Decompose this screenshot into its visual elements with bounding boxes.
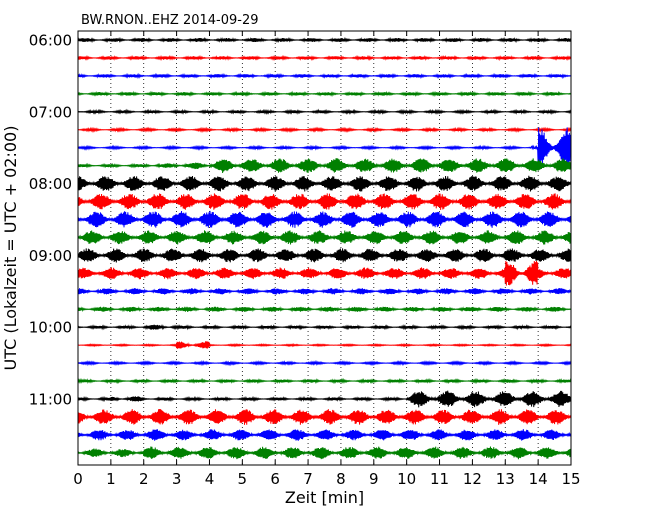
trace-group bbox=[77, 36, 572, 460]
trace-line-0945 bbox=[77, 306, 572, 313]
x-tick-label: 2 bbox=[139, 470, 149, 488]
x-axis-ticks: 0 1 2 3 4 5 6 7 8 9 10 11 12 13 14 15 bbox=[73, 31, 581, 488]
x-tick-label: 0 bbox=[73, 470, 83, 488]
plot-frame bbox=[77, 30, 572, 466]
x-tick-label: 7 bbox=[303, 470, 313, 488]
trace-line-0830 bbox=[77, 210, 572, 228]
y-tick-label: 11:00 bbox=[29, 391, 72, 409]
y-tick-label: 07:00 bbox=[29, 103, 72, 121]
x-tick-label: 15 bbox=[561, 470, 580, 488]
x-tick-label: 9 bbox=[369, 470, 379, 488]
x-tick-label: 5 bbox=[238, 470, 248, 488]
trace-line-0645 bbox=[77, 90, 572, 98]
x-tick-label: 11 bbox=[430, 470, 449, 488]
y-axis-ticks: 06:00 07:00 08:00 09:00 10:00 11:00 bbox=[29, 32, 571, 409]
x-tick-label: 3 bbox=[172, 470, 182, 488]
x-tick-label: 6 bbox=[270, 470, 280, 488]
trace-line-1030 bbox=[77, 359, 572, 367]
trace-line-0745 bbox=[77, 158, 572, 174]
x-tick-label: 14 bbox=[529, 470, 548, 488]
grid-lines bbox=[110, 31, 539, 465]
x-tick-label: 10 bbox=[397, 470, 416, 488]
trace-line-0900 bbox=[77, 248, 572, 263]
trace-line-1045 bbox=[77, 377, 572, 385]
y-tick-label: 08:00 bbox=[29, 175, 72, 193]
trace-line-0630 bbox=[77, 72, 572, 80]
trace-line-0615 bbox=[77, 54, 572, 62]
trace-line-0730 bbox=[77, 127, 572, 169]
trace-line-1130 bbox=[77, 429, 572, 441]
trace-line-1015 bbox=[77, 341, 572, 349]
trace-line-0700 bbox=[77, 108, 572, 115]
trace-line-0815 bbox=[77, 193, 572, 210]
x-tick-label: 4 bbox=[205, 470, 215, 488]
x-tick-label: 8 bbox=[336, 470, 346, 488]
trace-line-1100 bbox=[77, 390, 572, 408]
chart-title: BW.RNON..EHZ 2014-09-29 bbox=[81, 13, 259, 28]
trace-line-0600 bbox=[77, 36, 572, 44]
x-tick-label: 13 bbox=[496, 470, 515, 488]
y-tick-label: 09:00 bbox=[29, 247, 72, 265]
trace-line-0715 bbox=[77, 126, 572, 133]
trace-line-0845 bbox=[77, 230, 572, 245]
trace-line-0800 bbox=[77, 175, 572, 192]
trace-line-1115 bbox=[77, 409, 572, 425]
x-tick-label: 1 bbox=[106, 470, 116, 488]
trace-line-0915 bbox=[77, 260, 572, 286]
x-tick-label: 12 bbox=[463, 470, 482, 488]
y-axis-label: UTC (Lokalzeit = UTC + 02:00) bbox=[1, 126, 20, 371]
x-axis-label: Zeit [min] bbox=[285, 488, 364, 507]
y-tick-label: 06:00 bbox=[29, 32, 72, 50]
trace-line-1000 bbox=[77, 324, 572, 331]
y-tick-label: 10:00 bbox=[29, 319, 72, 337]
trace-line-1145 bbox=[77, 446, 572, 460]
trace-line-0930 bbox=[77, 288, 572, 295]
